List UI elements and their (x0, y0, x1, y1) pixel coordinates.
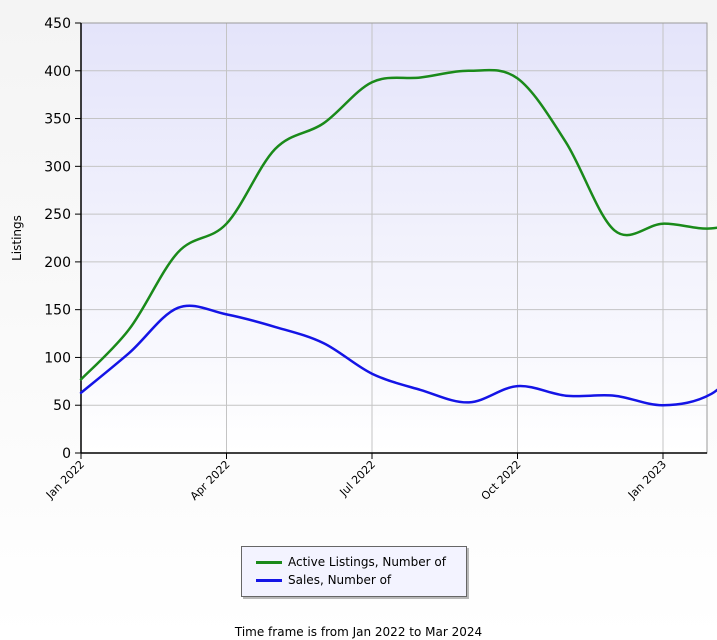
x-tick-label: Jan 2023 (625, 458, 669, 502)
x-axis: Jan 2022 Apr 2022 Jul 2022 Oct 2022 Jan 2023… (43, 453, 669, 503)
time-frame-caption: Time frame is from Jan 2022 to Mar 2024 (234, 625, 483, 639)
legend: Active Listings, Number of Sales, Number… (241, 546, 467, 597)
y-axis: 0 50 100 150 200 250 300 350 400 450 (44, 16, 81, 462)
series-line-sales (79, 304, 717, 407)
plot-background (81, 23, 707, 453)
legend-label-active-listings: Active Listings, Number of (288, 555, 446, 569)
y-tick-label: 50 (53, 398, 71, 414)
y-tick-label: 350 (44, 112, 71, 128)
line-chart: 0 50 100 150 200 250 300 350 400 450 Jan 2022 Apr … (10, 16, 717, 503)
series-lines (79, 68, 717, 407)
y-tick-label: 400 (44, 64, 71, 80)
x-tick-label: Oct 2022 (479, 458, 524, 503)
x-tick-label: Apr 2022 (188, 458, 233, 503)
legend-swatch-sales (256, 578, 282, 582)
y-tick-label: 100 (44, 350, 71, 366)
y-tick-label: 200 (44, 255, 71, 271)
y-tick-label: 150 (44, 303, 71, 319)
legend-label-sales: Sales, Number of (288, 573, 392, 587)
y-axis-title: Listings (10, 215, 24, 261)
y-tick-label: 450 (44, 16, 71, 32)
y-tick-label: 300 (44, 159, 71, 175)
series-line-active-listings (79, 68, 717, 381)
legend-item-active-listings: Active Listings, Number of (256, 553, 446, 571)
y-tick-label: 0 (62, 446, 71, 462)
y-tick-label: 250 (44, 207, 71, 223)
x-tick-label: Jul 2022 (337, 458, 379, 500)
x-tick-label: Jan 2022 (43, 458, 87, 502)
legend-swatch-active-listings (256, 560, 282, 564)
legend-item-sales: Sales, Number of (256, 571, 391, 589)
